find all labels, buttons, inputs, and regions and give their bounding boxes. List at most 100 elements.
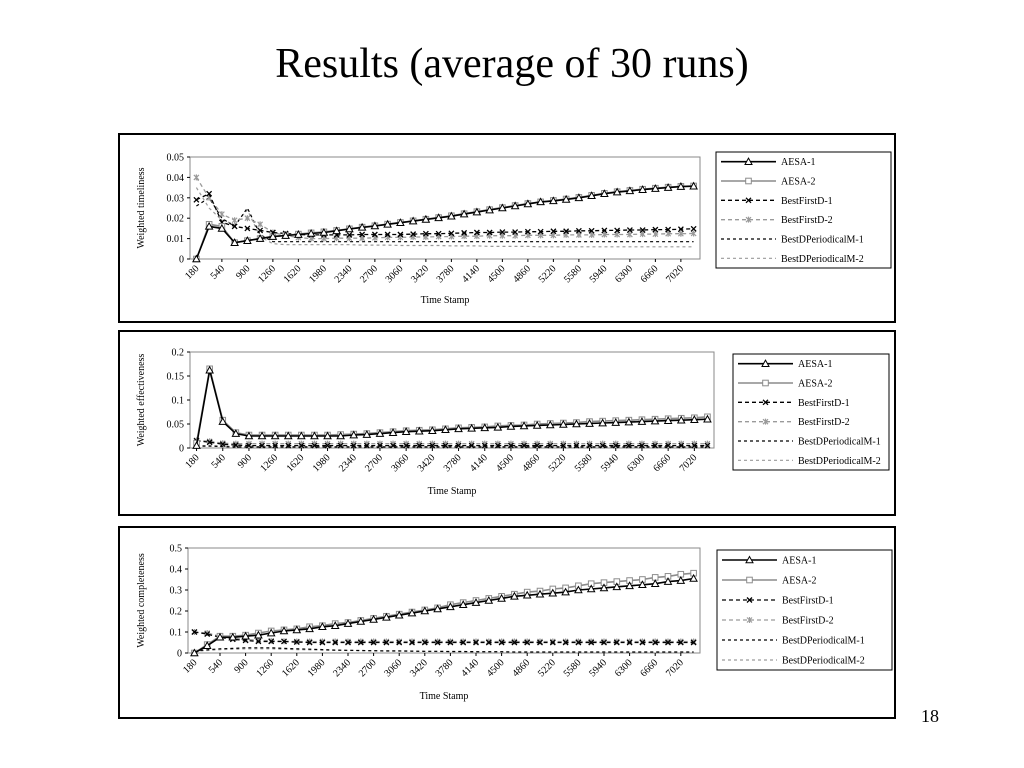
plot-area	[189, 156, 701, 260]
data-point	[461, 229, 468, 236]
series-line-bestdperiodicalm-1	[196, 445, 708, 448]
data-point	[266, 628, 276, 637]
data-point	[231, 223, 238, 230]
x-tick-label: 4500	[485, 657, 507, 679]
data-point	[473, 229, 480, 236]
data-point	[471, 598, 481, 606]
data-point	[650, 416, 660, 425]
legend: AESA-1 AESA-2 BestFirstD-1 BestFirstD-2 Best…	[716, 549, 893, 671]
x-tick-label: 5220	[537, 263, 559, 285]
data-point	[481, 442, 488, 449]
data-point	[371, 231, 378, 238]
data-point	[384, 231, 391, 238]
x-tick-label: 6660	[638, 657, 660, 679]
data-point	[677, 639, 684, 646]
series-line-bestdperiodicalm-1	[196, 196, 694, 243]
data-point	[409, 639, 415, 646]
legend-label-bestfirstd-1: BestFirstD-1	[781, 196, 833, 207]
x-tick-label: 4500	[494, 452, 516, 474]
x-tick-label: 3420	[409, 263, 431, 285]
data-point	[292, 625, 302, 634]
x-tick-label: 2700	[358, 263, 380, 285]
data-point	[600, 189, 609, 198]
data-point	[651, 184, 660, 192]
chart-panel-effectiveness: 0 0.05 0.1 0.15 0.2 180 540 900 1260 1620 1980 2340…	[118, 330, 896, 516]
data-point	[537, 639, 543, 646]
data-point	[231, 429, 241, 437]
data-point	[690, 230, 697, 237]
data-point	[318, 622, 327, 631]
data-point	[575, 639, 582, 646]
data-point	[359, 231, 366, 238]
y-tick-label: 0.03	[167, 193, 185, 204]
data-point	[279, 626, 289, 635]
x-tick-label: 900	[234, 263, 252, 281]
y-axis-title: Weighted completeness	[136, 553, 147, 648]
legend-label-aesa-2: AESA-2	[798, 379, 832, 390]
data-point	[414, 426, 424, 435]
data-point	[512, 229, 519, 236]
series-bestfirstd-1	[191, 629, 697, 646]
data-point	[310, 431, 319, 440]
x-tick-label: 2340	[331, 657, 353, 679]
data-point	[336, 431, 345, 440]
data-point	[357, 639, 364, 646]
data-point	[691, 442, 698, 449]
data-point	[521, 442, 528, 449]
x-tick-label: 5940	[599, 452, 621, 474]
x-tick-label: 6660	[651, 452, 673, 474]
data-point	[407, 608, 417, 617]
legend-label-aesa-2: AESA-2	[781, 177, 815, 188]
series-aesa-1	[192, 365, 712, 449]
legend-label-bestdperiodicalm-2: BestDPeriodicalM-2	[781, 254, 864, 265]
data-point	[442, 442, 449, 449]
data-point	[625, 442, 632, 449]
x-tick-label: 1260	[256, 263, 278, 285]
data-point	[468, 442, 475, 449]
data-point	[257, 221, 264, 228]
data-point	[193, 196, 200, 203]
data-point	[677, 230, 684, 237]
completeness-chart: 0 0.1 0.2 0.3 0.4 0.5 180 540 900 1260 1620 1980 234…	[136, 544, 893, 702]
data-point	[612, 442, 619, 449]
data-point	[446, 602, 455, 611]
data-point	[587, 191, 596, 200]
data-point	[190, 648, 199, 657]
data-point	[319, 639, 326, 646]
data-point	[548, 588, 558, 597]
x-tick-label: 7020	[664, 657, 686, 679]
data-point	[560, 442, 567, 449]
series-bestdperiodicalm-1	[196, 196, 694, 243]
x-tick-label: 4140	[460, 263, 482, 285]
legend-label-bestdperiodicalm-1: BestDPeriodicalM-1	[798, 437, 881, 448]
data-point	[498, 203, 507, 212]
data-point	[573, 442, 580, 449]
data-point	[676, 415, 686, 424]
data-point	[421, 639, 428, 646]
data-point	[559, 419, 568, 428]
x-tick-label: 6300	[613, 657, 635, 679]
x-tick-label: 1980	[311, 452, 333, 474]
x-tick-label: 1620	[280, 657, 302, 679]
y-tick-label: 0.02	[167, 214, 185, 225]
data-point	[472, 207, 482, 216]
data-point	[626, 227, 633, 233]
data-point	[652, 442, 659, 449]
data-point	[676, 576, 686, 584]
data-point	[433, 604, 442, 613]
x-tick-label: 3780	[442, 452, 464, 474]
legend-box	[715, 151, 892, 269]
data-point	[254, 630, 263, 639]
legend-marker	[745, 177, 752, 185]
data-point	[375, 429, 385, 437]
data-point	[486, 229, 493, 236]
data-point	[370, 639, 377, 646]
chart-panel-timeliness: 0 0.01 0.02 0.03 0.04 0.05 180 540 900 1260 1620 19…	[118, 133, 896, 323]
data-point	[332, 639, 339, 646]
data-point	[191, 629, 198, 635]
data-point	[228, 632, 238, 641]
x-tick-label: 1260	[258, 452, 280, 474]
data-point	[396, 218, 405, 226]
data-point	[257, 227, 264, 234]
data-point	[388, 428, 398, 436]
